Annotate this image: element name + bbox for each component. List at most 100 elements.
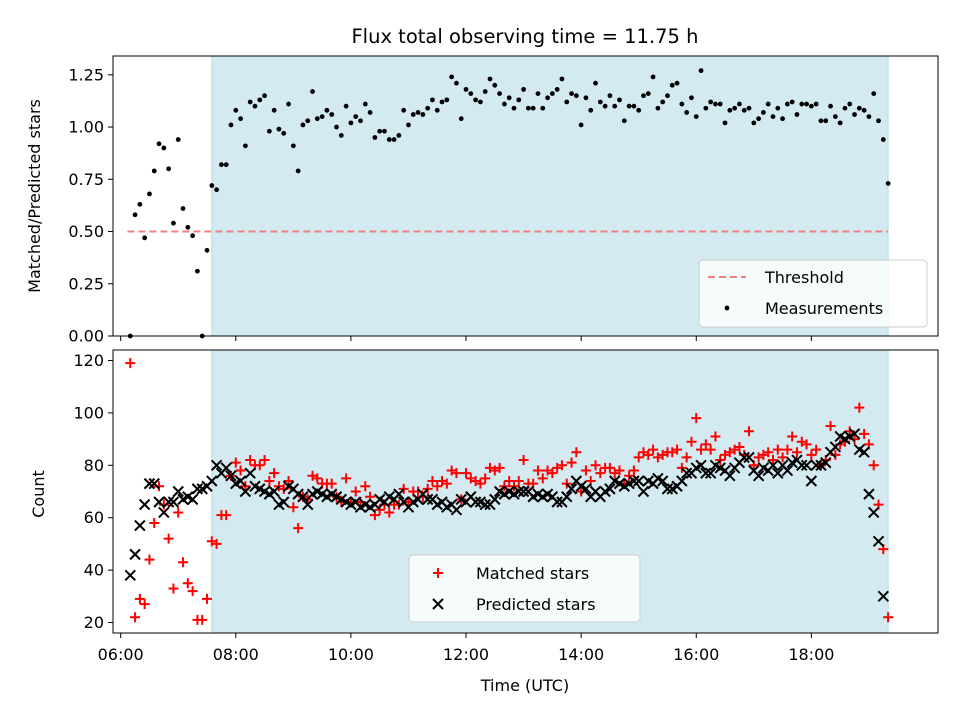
matched-stars-point: [705, 444, 716, 455]
y-tick-label: 1.00: [68, 118, 104, 137]
matched-stars-point: [744, 426, 755, 437]
predicted-stars-point: [781, 464, 794, 477]
measurement-point: [434, 107, 440, 113]
predicted-stars-point: [561, 491, 573, 503]
predicted-stars-point: [450, 504, 463, 516]
matched-stars-point: [240, 481, 251, 492]
matched-stars-point: [624, 470, 635, 481]
measurement-point: [717, 101, 723, 107]
matched-stars-point: [259, 455, 270, 466]
measurement-point: [775, 105, 781, 111]
matched-stars-point: [513, 476, 524, 487]
y-tick-label: 0.50: [68, 222, 104, 241]
measurement-point: [353, 114, 359, 119]
measurement-point: [266, 128, 272, 134]
measurement-point: [281, 130, 287, 136]
predicted-stars-point: [225, 470, 237, 482]
measurement-point: [190, 233, 196, 239]
matched-stars-point: [245, 455, 256, 466]
measurement-point: [885, 181, 891, 186]
measurement-point: [578, 122, 584, 128]
predicted-stars-point: [393, 488, 405, 500]
matched-stars-point: [398, 483, 409, 494]
measurement-point: [300, 122, 306, 128]
matched-stars-point: [403, 496, 414, 507]
measurement-point: [214, 187, 220, 193]
legend-predicted-label: Predicted stars: [476, 595, 596, 614]
measurement-point: [818, 118, 824, 124]
measurement-point: [525, 105, 531, 111]
matched-stars-point: [537, 473, 548, 484]
predicted-stars-point: [239, 485, 252, 498]
matched-stars-point: [264, 476, 275, 487]
matched-stars-point: [475, 478, 486, 489]
measurement-point: [780, 116, 785, 122]
measurement-point: [655, 105, 661, 111]
predicted-stars-point: [138, 498, 151, 511]
bottom-y-axis-label: Count: [29, 470, 48, 518]
measurement-point: [171, 220, 176, 226]
matched-stars-point: [125, 358, 136, 369]
matched-stars-point: [643, 449, 654, 460]
legend-measurements-label: Measurements: [765, 299, 883, 318]
predicted-stars-point: [800, 459, 813, 472]
measurement-point: [252, 103, 258, 109]
x-tick-label: 08:00: [213, 645, 259, 664]
predicted-stars-point: [565, 483, 578, 495]
matched-stars-point: [672, 444, 683, 455]
matched-stars-point: [628, 465, 639, 476]
measurement-point: [497, 91, 502, 97]
measurement-point: [338, 133, 344, 138]
bottom-plot-panel: 20 40 60 80 100 120 06:00 08:00 10:00 12:00 14:00 1…: [73, 349, 939, 664]
measurement-point: [828, 103, 833, 109]
measurement-point: [708, 99, 714, 105]
y-tick-label: 80: [84, 456, 104, 475]
top-legend: Threshold Measurements: [698, 259, 928, 328]
measurement-point: [832, 114, 838, 119]
legend-box: [698, 259, 928, 328]
measurement-point: [650, 74, 656, 80]
predicted-stars-point: [278, 496, 290, 508]
measurement-point: [559, 76, 565, 82]
matched-stars-point: [422, 483, 433, 494]
measurement-point: [880, 137, 886, 142]
measurement-point: [166, 166, 172, 172]
measurement-point: [674, 80, 680, 86]
matched-stars-point: [686, 436, 697, 447]
measurement-point: [569, 91, 574, 97]
matched-stars-point: [350, 486, 361, 497]
measurement-point: [209, 183, 215, 188]
measurement-point: [765, 101, 771, 107]
measurement-point: [641, 93, 646, 99]
measurement-point: [151, 168, 157, 174]
matched-stars-point: [532, 465, 543, 476]
measurement-point: [473, 97, 479, 103]
measurement-point: [343, 103, 349, 109]
matched-stars-point: [734, 441, 745, 452]
measurement-point: [430, 97, 435, 103]
measurement-point: [386, 137, 392, 142]
matched-stars-point: [768, 455, 778, 466]
matched-stars-point: [508, 481, 519, 492]
y-tick-label: 20: [84, 613, 104, 632]
predicted-stars-point: [513, 485, 525, 498]
measurement-point: [444, 97, 450, 103]
measurement-point: [756, 116, 762, 122]
measurement-point: [348, 120, 354, 126]
matched-stars-point: [782, 444, 793, 455]
matched-stars-point: [293, 523, 304, 534]
predicted-stars-point: [172, 485, 184, 498]
matched-stars-point: [859, 428, 870, 439]
predicted-stars-point: [695, 459, 707, 472]
predicted-stars-point: [796, 459, 808, 472]
axes-frame: [112, 55, 939, 337]
matched-stars-point: [691, 413, 702, 424]
x-axis-label: Time (UTC): [480, 676, 569, 695]
matched-stars-point: [811, 444, 822, 455]
matched-stars-point: [254, 460, 265, 471]
matched-stars-point: [825, 420, 836, 431]
matched-stars-point: [777, 452, 788, 463]
measurement-point: [228, 122, 234, 128]
measurement-point: [319, 114, 325, 119]
matched-stars-point: [494, 462, 505, 473]
